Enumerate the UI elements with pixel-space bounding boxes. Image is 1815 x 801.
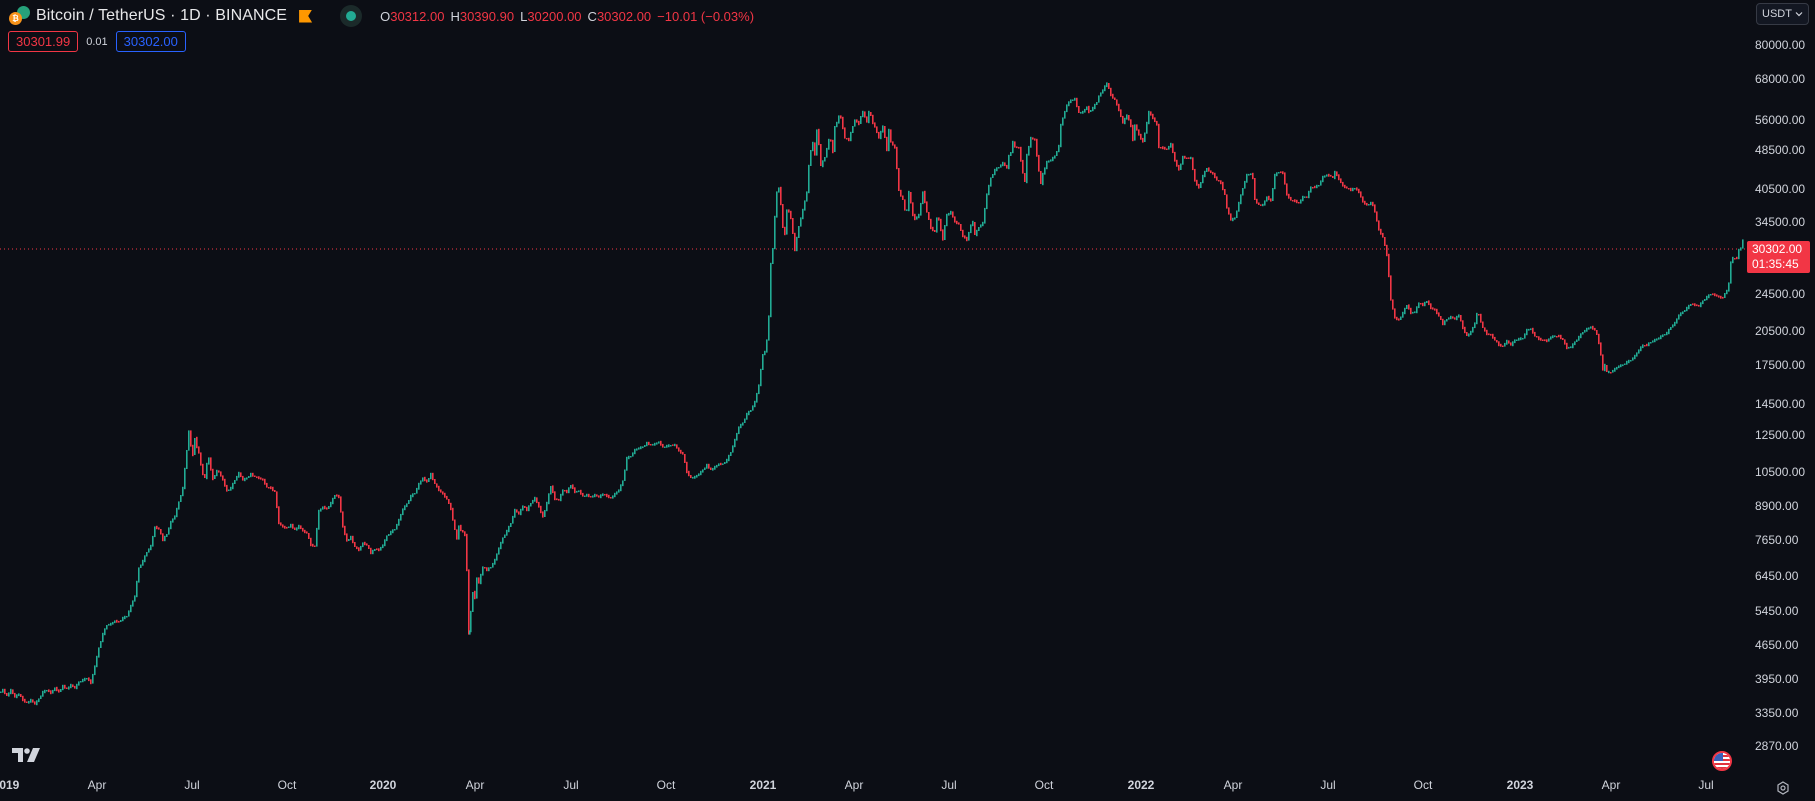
symbol-title[interactable]: Bitcoin / TetherUS · 1D · BINANCE bbox=[36, 7, 288, 24]
time-tick-label: 2021 bbox=[749, 778, 777, 792]
chevron-down-icon bbox=[1795, 12, 1803, 17]
time-tick-label: Jul bbox=[184, 778, 200, 792]
price-tick-label: 4650.00 bbox=[1755, 638, 1799, 652]
time-tick-label: 2019 bbox=[0, 778, 20, 792]
price-tick-label: 3350.00 bbox=[1755, 706, 1799, 720]
market-status-indicator[interactable] bbox=[340, 5, 363, 27]
close-label: C bbox=[587, 8, 597, 24]
price-tick-label: 6450.00 bbox=[1755, 569, 1799, 583]
price-tick-label: 20500.00 bbox=[1755, 324, 1806, 338]
symbol-legend: ₿ Bitcoin / TetherUS · 1D · BINANCE O303… bbox=[8, 4, 754, 28]
price-axis[interactable]: USDT 80000.00 68000.00 56000.00 48500.00 405… bbox=[1745, 0, 1815, 770]
time-tick-label: Apr bbox=[844, 778, 864, 792]
chart-area[interactable] bbox=[0, 0, 1745, 770]
price-tick-label: 56000.00 bbox=[1755, 113, 1806, 127]
time-tick-label: Apr bbox=[87, 778, 107, 792]
bid-ask-quotes: 30301.99 0.01 30302.00 bbox=[8, 31, 186, 52]
time-tick-label: Jul bbox=[563, 778, 579, 792]
price-tick-label: 12500.00 bbox=[1755, 428, 1806, 442]
time-tick-label: 2020 bbox=[369, 778, 397, 792]
time-tick-label: Oct bbox=[1413, 778, 1433, 792]
sell-price-button[interactable]: 30301.99 bbox=[8, 31, 79, 52]
market-open-dot-icon bbox=[346, 11, 357, 21]
currency-label: USDT bbox=[1762, 8, 1792, 20]
price-tick-label: 3950.00 bbox=[1755, 672, 1799, 686]
symbol-icons[interactable]: ₿ bbox=[8, 5, 32, 27]
price-tick-label: 24500.00 bbox=[1755, 287, 1806, 301]
price-tick-label: 68000.00 bbox=[1755, 72, 1806, 86]
bitcoin-coin-icon: ₿ bbox=[9, 12, 22, 25]
price-tick-label: 2870.00 bbox=[1755, 739, 1799, 753]
last-price-label: 30302.00 01:35:45 bbox=[1747, 241, 1810, 273]
price-tick-label: 17500.00 bbox=[1755, 358, 1806, 372]
price-tick-label: 48500.00 bbox=[1755, 143, 1806, 157]
spread-value: 0.01 bbox=[86, 35, 108, 48]
time-tick-label: Oct bbox=[656, 778, 676, 792]
price-tick-label: 5450.00 bbox=[1755, 604, 1799, 618]
time-axis[interactable]: 2019 Apr Jul Oct 2020 Apr Jul Oct 2021 Apr Jul Oct 2… bbox=[0, 770, 1745, 801]
time-tick-label: 2023 bbox=[1506, 778, 1534, 792]
flag-marker-icon[interactable] bbox=[299, 9, 313, 23]
price-tick-label: 7650.00 bbox=[1755, 533, 1799, 547]
price-tick-label: 80000.00 bbox=[1755, 38, 1806, 52]
time-tick-label: Jul bbox=[1698, 778, 1714, 792]
open-value: 30312.00 bbox=[390, 8, 445, 24]
close-value: 30302.00 bbox=[596, 8, 652, 24]
ohlc-values: O30312.00 H30390.90 L30200.00 C30302.00 … bbox=[380, 9, 754, 24]
price-chart[interactable] bbox=[0, 0, 1745, 770]
price-tick-label: 40500.00 bbox=[1755, 182, 1806, 196]
time-tick-label: 2022 bbox=[1127, 778, 1155, 792]
low-label: L bbox=[520, 8, 528, 24]
candlestick-series bbox=[0, 82, 1744, 706]
currency-dropdown[interactable]: USDT bbox=[1756, 3, 1809, 25]
high-label: H bbox=[450, 8, 460, 24]
time-tick-label: Oct bbox=[277, 778, 297, 792]
settings-gear-icon[interactable] bbox=[1776, 781, 1790, 800]
us-flag-icon[interactable] bbox=[1712, 751, 1732, 771]
change-value: −10.01 (−0.03%) bbox=[657, 8, 755, 24]
open-label: O bbox=[380, 8, 391, 24]
time-tick-label: Oct bbox=[1034, 778, 1054, 792]
time-tick-label: Jul bbox=[1320, 778, 1336, 792]
low-value: 30200.00 bbox=[527, 8, 582, 24]
buy-price-button[interactable]: 30302.00 bbox=[115, 31, 186, 52]
tradingview-logo-icon[interactable] bbox=[12, 747, 42, 768]
price-tick-label: 10500.00 bbox=[1755, 465, 1806, 479]
time-tick-label: Jul bbox=[941, 778, 957, 792]
time-tick-label: Apr bbox=[1223, 778, 1243, 792]
bar-countdown: 01:35:45 bbox=[1752, 257, 1799, 271]
time-tick-label: Apr bbox=[1601, 778, 1621, 792]
price-tick-label: 8900.00 bbox=[1755, 499, 1799, 513]
last-price-value: 30302.00 bbox=[1752, 242, 1803, 256]
high-value: 30390.90 bbox=[459, 8, 515, 24]
price-tick-label: 14500.00 bbox=[1755, 397, 1806, 411]
time-tick-label: Apr bbox=[465, 778, 485, 792]
price-tick-label: 34500.00 bbox=[1755, 215, 1806, 229]
